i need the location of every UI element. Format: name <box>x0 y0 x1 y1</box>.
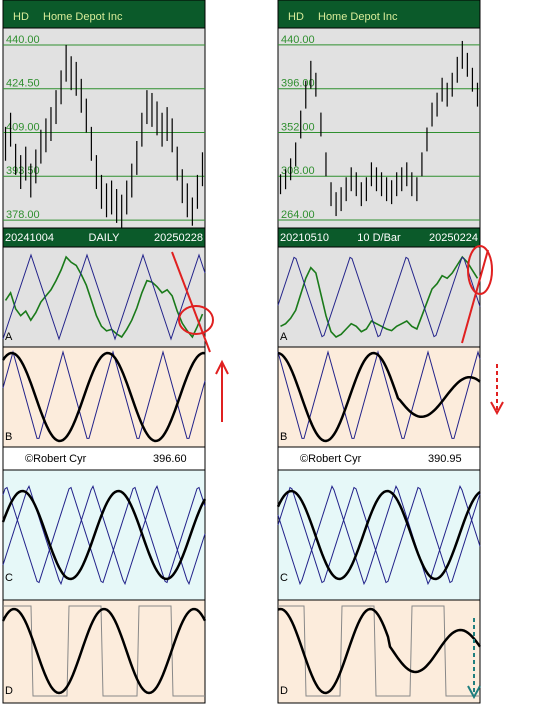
cycle-d-square <box>278 605 480 697</box>
panel <box>2 27 206 229</box>
company-name: Home Depot Inc <box>318 11 398 23</box>
panel-label: B <box>280 431 287 443</box>
annotations <box>171 245 504 700</box>
cycle-b-sine <box>1 351 206 443</box>
cycle-c-tri2 <box>277 485 481 586</box>
cycle-d-square <box>3 605 205 697</box>
panel <box>2 346 206 448</box>
cycle-d-sine <box>277 607 482 695</box>
y-tick-label: 440.00 <box>6 34 40 46</box>
panel <box>277 27 481 229</box>
y-tick-label: 393.50 <box>6 165 40 177</box>
panel-label: C <box>280 572 288 584</box>
annotation <box>178 305 214 335</box>
start-date: 20241004 <box>5 232 54 244</box>
interval: 10 D/Bar <box>357 232 401 244</box>
panel <box>277 246 481 348</box>
cycle-b-tri <box>2 350 206 439</box>
end-date: 20250228 <box>154 232 203 244</box>
last-price: 390.95 <box>428 453 462 465</box>
ticker: HD <box>288 11 304 23</box>
panel <box>2 246 206 348</box>
y-tick-label: 308.00 <box>281 165 315 177</box>
panel-label: D <box>280 685 288 697</box>
end-date: 20250224 <box>429 232 478 244</box>
cycle-d-sine <box>1 607 207 695</box>
annotation <box>215 359 229 375</box>
panel-label: C <box>5 572 13 584</box>
y-tick-label: 424.50 <box>6 78 40 90</box>
cycle-b-sine <box>277 351 481 443</box>
y-tick-label: 440.00 <box>281 34 315 46</box>
ticker: HD <box>13 11 29 23</box>
cycle-a <box>2 253 206 341</box>
annotation <box>171 251 211 353</box>
credit: ©Robert Cyr <box>300 453 362 465</box>
y-tick-label: 396.00 <box>281 78 315 90</box>
annotation <box>467 245 493 295</box>
interval: DAILY <box>89 232 121 244</box>
last-price: 396.60 <box>153 453 187 465</box>
y-tick-label: 378.00 <box>6 209 40 221</box>
y-tick-label: 352.00 <box>281 121 315 133</box>
cycle-a <box>277 256 481 338</box>
y-tick-label: 264.00 <box>281 209 315 221</box>
panel-label: A <box>5 331 13 343</box>
panel-label: D <box>5 685 13 697</box>
price-trace <box>4 255 204 339</box>
panel <box>277 0 481 29</box>
cycle-c-tri2 <box>2 486 206 584</box>
panel <box>277 469 481 601</box>
panel-label: B <box>5 431 12 443</box>
panel <box>2 0 206 29</box>
annotation <box>467 685 481 700</box>
panel <box>277 346 481 448</box>
panel-label: A <box>280 331 288 343</box>
company-name: Home Depot Inc <box>43 11 123 23</box>
annotation <box>461 249 489 344</box>
price-trace <box>280 255 479 338</box>
credit: ©Robert Cyr <box>25 453 87 465</box>
cycle-c-sine <box>276 489 481 581</box>
annotation <box>490 401 504 416</box>
y-tick-label: 409.00 <box>6 121 40 133</box>
cycle-c-sine <box>1 489 207 581</box>
start-date: 20210510 <box>280 232 329 244</box>
